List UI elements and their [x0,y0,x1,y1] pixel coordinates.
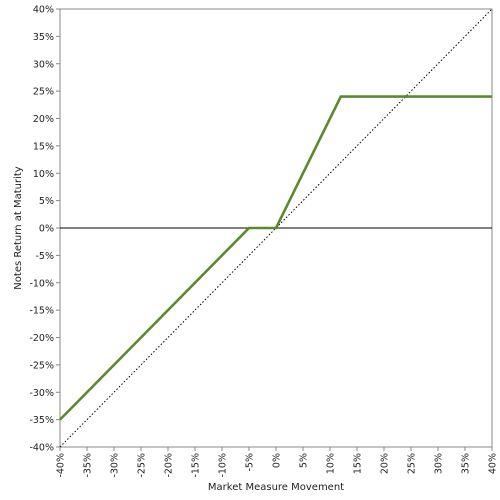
x-tick-label: -35% [83,453,94,478]
y-axis-ticks: -40% -35% -30% -25% -20% -15% -10% -5% 0% 5% 10% 15… [29,5,60,454]
y-tick-label: -5% [36,251,55,262]
x-tick-label: 30% [434,453,445,474]
y-tick-label: -40% [29,443,54,454]
x-tick-label: 35% [461,453,472,474]
x-tick-label: -15% [191,453,202,478]
y-tick-label: -10% [29,278,54,289]
y-tick-label: 0% [39,224,54,235]
x-tick-label: 5% [299,453,310,468]
x-tick-label: -10% [218,453,229,478]
y-tick-label: 25% [33,87,54,98]
y-tick-label: -15% [29,306,54,317]
x-tick-label: 15% [353,453,364,474]
x-tick-label: 0% [272,453,283,468]
x-tick-label: -5% [245,453,256,472]
series-layer [59,8,493,448]
notes-return-series [59,95,492,421]
y-tick-label: 5% [39,196,54,207]
y-tick-label: -25% [29,360,54,371]
y-tick-label: -30% [29,388,54,399]
y-tick-label: 15% [33,141,54,152]
x-tick-label: -40% [56,453,67,478]
x-tick-label: 40% [488,453,499,474]
x-tick-label: -20% [164,453,175,478]
x-tick-label: 20% [380,453,391,474]
y-tick-label: 40% [33,5,54,16]
y-tick-label: -20% [29,333,54,344]
x-tick-label: -25% [137,453,148,478]
x-axis-title: Market Measure Movement [208,482,344,493]
diagonal-reference-series [59,8,493,448]
y-tick-label: 35% [33,32,54,43]
y-tick-label: 10% [33,169,54,180]
y-axis-title: Notes Return at Maturity [13,166,24,289]
x-tick-label: 10% [326,453,337,474]
x-axis-ticks: -40% -35% -30% -25% -20% -15% -10% -5% 0% 5% 10% 15… [56,447,499,478]
x-tick-label: 25% [407,453,418,474]
x-tick-label: -30% [110,453,121,478]
y-tick-label: -35% [29,415,54,426]
y-tick-label: 30% [33,59,54,70]
y-tick-label: 20% [33,114,54,125]
